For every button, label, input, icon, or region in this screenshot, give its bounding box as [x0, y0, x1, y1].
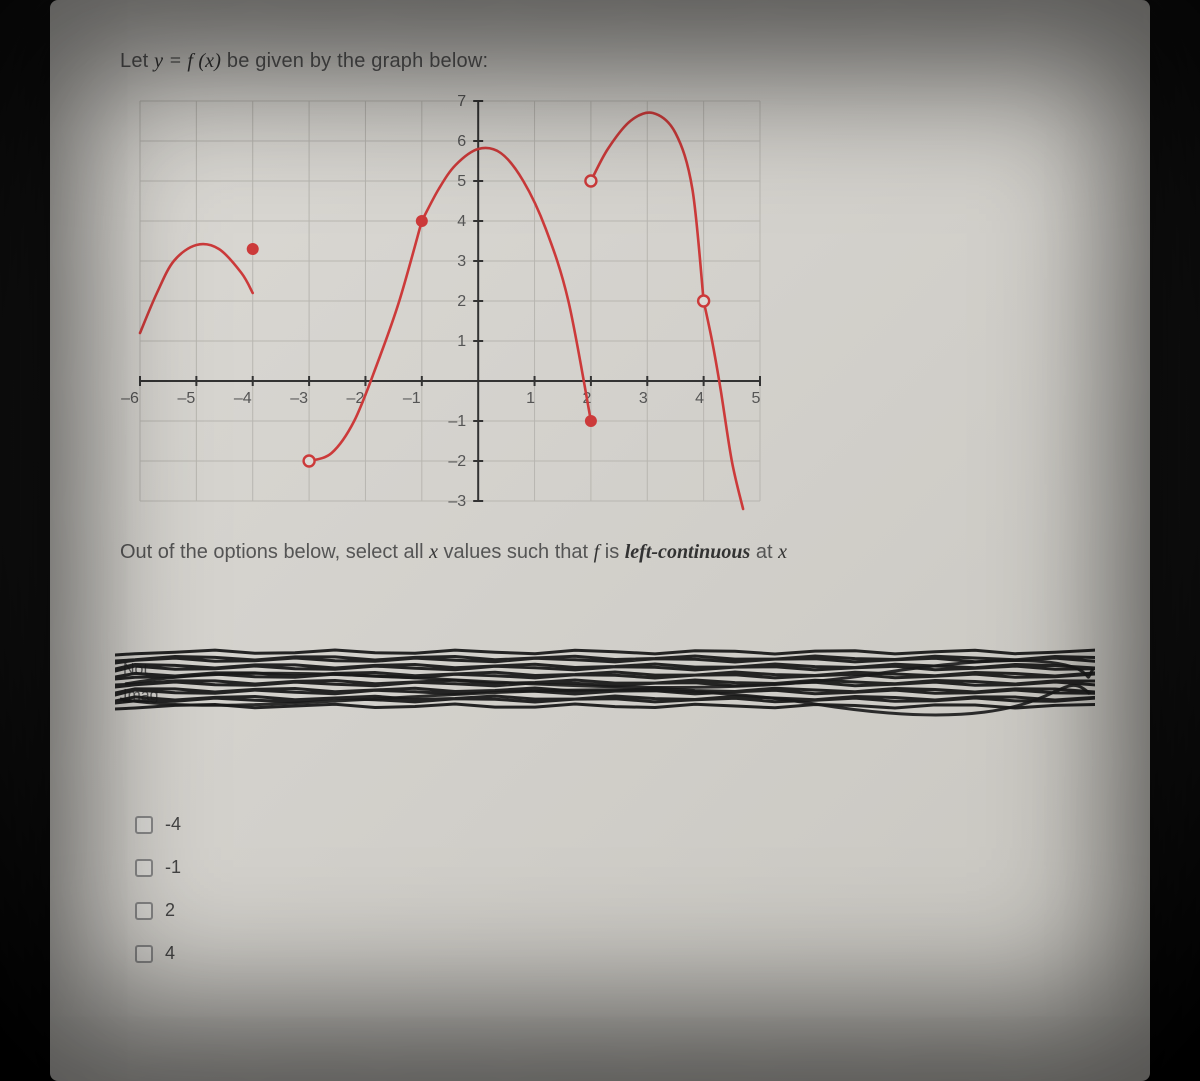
svg-text:1: 1	[457, 333, 466, 350]
svg-text:–6: –6	[121, 390, 139, 407]
function-graph: –6–5–4–3–2–112345–3–2–11234567	[120, 91, 780, 511]
option-row[interactable]: -1	[135, 857, 1090, 878]
prompt-eq-rhs: f (x)	[187, 50, 221, 72]
svg-text:3: 3	[457, 253, 466, 270]
instruction-mid2: is	[605, 541, 625, 563]
graph-container: –6–5–4–3–2–112345–3–2–11234567	[120, 91, 780, 511]
instruction-emph: left-continuous	[625, 541, 751, 563]
checkbox[interactable]	[135, 945, 153, 963]
photo-frame: Let y = f (x) be given by the graph belo…	[0, 0, 1200, 1081]
svg-text:4: 4	[695, 390, 704, 407]
prompt-suffix: be given by the graph below:	[227, 50, 488, 72]
prompt-eq-lhs: y =	[154, 50, 187, 72]
option-row[interactable]: 4	[135, 943, 1090, 964]
instruction-text: Out of the options below, select all x v…	[120, 541, 1090, 564]
instruction-var-x2: x	[778, 541, 787, 563]
prompt-prefix: Let	[120, 50, 154, 72]
svg-text:–5: –5	[177, 390, 195, 407]
option-label: 4	[165, 943, 175, 964]
checkbox[interactable]	[135, 902, 153, 920]
svg-text:1: 1	[526, 390, 535, 407]
answer-options: -4 -1 2 4	[135, 814, 1090, 964]
question-prompt: Let y = f (x) be given by the graph belo…	[120, 50, 1090, 73]
svg-text:–3: –3	[290, 390, 308, 407]
svg-text:4: 4	[457, 213, 466, 230]
option-row[interactable]: 2	[135, 900, 1090, 921]
svg-text:–1: –1	[403, 390, 421, 407]
svg-text:–2: –2	[448, 453, 466, 470]
instruction-prefix: Out of the options below, select all	[120, 541, 429, 563]
option-row[interactable]: -4	[135, 814, 1090, 835]
instruction-var-x1: x	[429, 541, 438, 563]
svg-text:7: 7	[457, 93, 466, 110]
instruction-suffix: at	[756, 541, 778, 563]
option-label: 2	[165, 900, 175, 921]
question-paper: Let y = f (x) be given by the graph belo…	[50, 0, 1150, 1081]
svg-text:–3: –3	[448, 493, 466, 510]
option-label: -4	[165, 814, 181, 835]
redacted-note: NotImag	[115, 644, 1095, 724]
svg-text:5: 5	[752, 390, 761, 407]
svg-text:2: 2	[457, 293, 466, 310]
svg-text:5: 5	[457, 173, 466, 190]
svg-text:–1: –1	[448, 413, 466, 430]
svg-text:6: 6	[457, 133, 466, 150]
svg-text:–4: –4	[234, 390, 252, 407]
svg-text:3: 3	[639, 390, 648, 407]
checkbox[interactable]	[135, 859, 153, 877]
checkbox[interactable]	[135, 816, 153, 834]
instruction-mid: values such that	[444, 541, 594, 563]
scribble-overlay: NotImag	[115, 644, 1095, 724]
option-label: -1	[165, 857, 181, 878]
instruction-fn: f	[594, 541, 600, 563]
